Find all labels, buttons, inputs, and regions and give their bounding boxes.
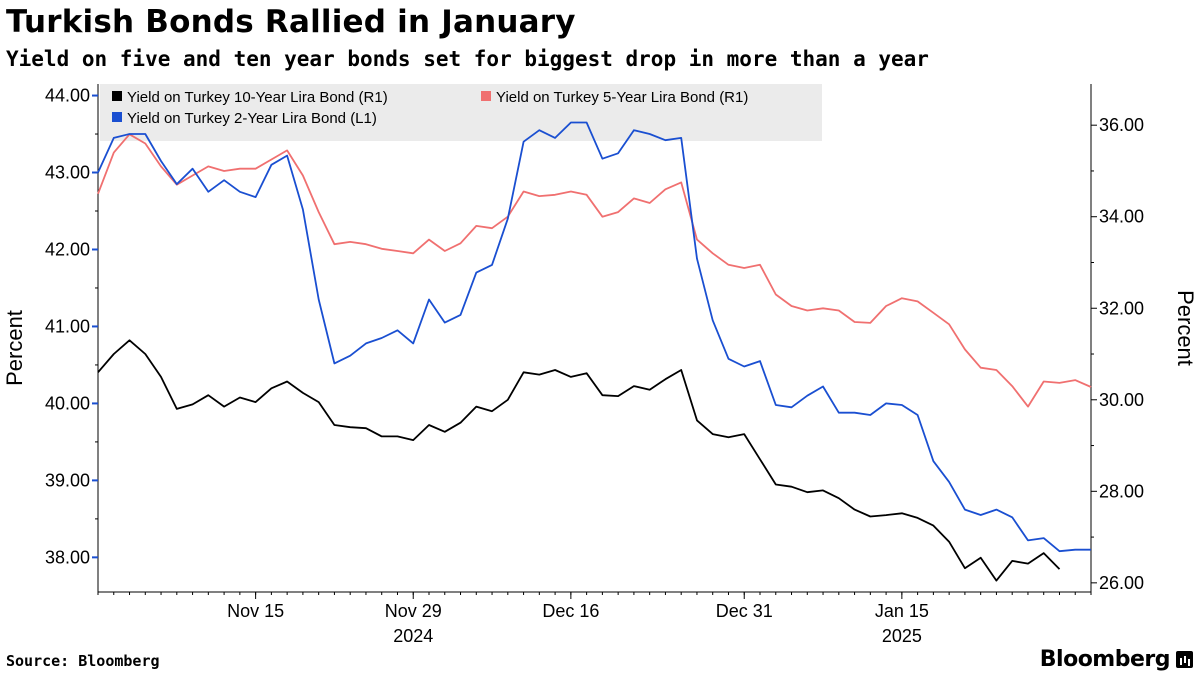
x-year-label: 2024 <box>393 626 433 646</box>
chart-title: Turkish Bonds Rallied in January <box>6 4 576 40</box>
left-tick-label: 43.00 <box>45 163 90 183</box>
right-tick-label: 28.00 <box>1099 481 1144 501</box>
series-lines <box>97 121 1092 582</box>
left-tick-label: 39.00 <box>45 470 90 490</box>
legend-label: Yield on Turkey 2-Year Lira Bond (L1) <box>127 110 377 127</box>
legend-swatch <box>112 112 122 122</box>
chart-subtitle: Yield on five and ten year bonds set for… <box>6 47 929 71</box>
x-tick-label: Jan 15 <box>875 601 929 621</box>
left-tick-label: 40.00 <box>45 393 90 413</box>
series-line-ten-year <box>97 339 1061 582</box>
right-tick-label: 34.00 <box>1099 207 1144 227</box>
bloomberg-chart-icon <box>1176 651 1193 668</box>
right-tick-label: 26.00 <box>1099 573 1144 593</box>
left-tick-label: 38.00 <box>45 547 90 567</box>
series-line-two-year <box>97 121 1091 553</box>
source-note: Source: Bloomberg <box>6 652 160 670</box>
x-tick-label: Nov 29 <box>385 601 442 621</box>
brand-logo: Bloomberg <box>1039 647 1171 672</box>
legend-label: Yield on Turkey 5-Year Lira Bond (R1) <box>496 89 748 106</box>
x-tick-label: Nov 15 <box>227 601 284 621</box>
legend-swatch <box>112 91 122 101</box>
left-axis-title: Percent <box>2 310 27 386</box>
series-line-five-year <box>97 133 1092 408</box>
right-axis-title: Percent <box>1173 290 1198 366</box>
left-tick-label: 44.00 <box>45 86 90 106</box>
legend: Yield on Turkey 10-Year Lira Bond (R1) Yi… <box>112 89 748 127</box>
x-year-label: 2025 <box>882 626 922 646</box>
left-tick-label: 42.00 <box>45 239 90 259</box>
right-tick-label: 32.00 <box>1099 298 1144 318</box>
x-tick-label: Dec 16 <box>542 601 599 621</box>
x-tick-label: Dec 31 <box>716 601 773 621</box>
legend-background <box>100 84 822 141</box>
legend-swatch <box>481 91 491 101</box>
left-tick-label: 41.00 <box>45 316 90 336</box>
legend-label: Yield on Turkey 10-Year Lira Bond (R1) <box>127 89 388 106</box>
axes: 44.00 43.00 42.00 41.00 40.00 39.00 38.00 36.00… <box>2 84 1198 646</box>
right-tick-label: 30.00 <box>1099 390 1144 410</box>
right-tick-label: 36.00 <box>1099 115 1144 135</box>
